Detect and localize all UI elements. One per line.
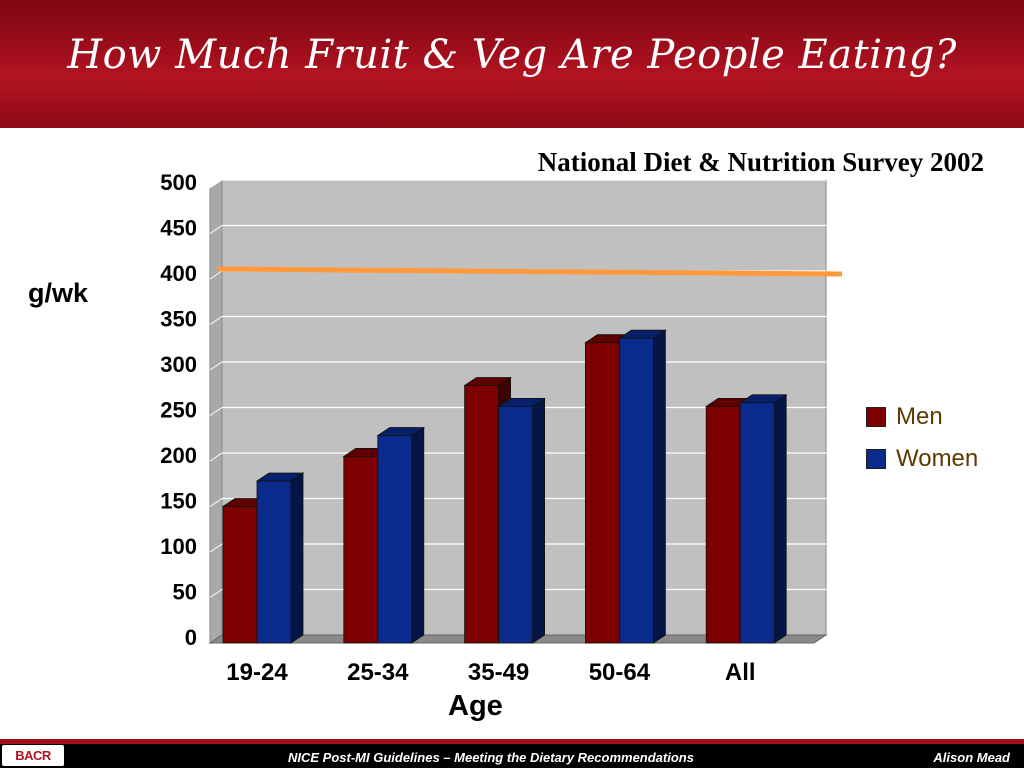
legend-label-women: Women — [896, 445, 979, 472]
bar-men-19-24 — [222, 506, 258, 644]
bacr-logo: BACR — [2, 745, 64, 766]
gridline-side — [209, 270, 223, 280]
y-tick-label: 400 — [160, 261, 197, 286]
footer-author: Alison Mead — [933, 750, 1010, 765]
legend-swatch-men — [866, 407, 886, 427]
chart-title: National Diet & Nutrition Survey 2002 — [537, 147, 984, 177]
bar-women-19-24 — [256, 480, 292, 644]
footer-divider — [0, 739, 1024, 744]
bar-women-35-49-side — [532, 397, 545, 644]
slide-footer: NICE Post-MI Guidelines – Meeting the Di… — [0, 744, 1024, 768]
chart-legend: Men Women — [866, 396, 978, 480]
slide-header: How Much Fruit & Veg Are People Eating? — [0, 0, 1024, 128]
y-tick-label: 450 — [160, 216, 197, 241]
y-axis-label: g/wk — [28, 278, 89, 308]
slide-title: How Much Fruit & Veg Are People Eating? — [67, 32, 957, 78]
x-axis-label: Age — [448, 690, 503, 722]
bar-men-all — [705, 405, 741, 644]
footer-text: NICE Post-MI Guidelines – Meeting the Di… — [288, 750, 694, 765]
bar-chart: 0 50 100 150 200 250 300 350 400 450 500 19-24 25-34… — [160, 170, 843, 686]
gridline-side — [209, 543, 223, 553]
bar-men-25-34 — [343, 456, 379, 644]
bar-women-50-64 — [619, 337, 654, 644]
target-line — [217, 266, 843, 277]
x-tick-label: 35-49 — [468, 659, 529, 686]
y-tick-label: 500 — [160, 170, 197, 195]
x-tick-label: 25-34 — [347, 659, 409, 686]
x-tick-label: All — [725, 659, 756, 686]
gridline-side — [209, 225, 223, 234]
y-tick-label: 150 — [160, 489, 197, 514]
bar-women-35-49 — [498, 405, 534, 644]
bar-women-25-34-side — [411, 426, 425, 644]
legend-item-women: Women — [866, 438, 978, 480]
y-tick-label: 250 — [160, 398, 197, 423]
y-tick-label: 300 — [160, 352, 197, 377]
bar-men-50-64 — [585, 342, 620, 644]
bar-women-all — [739, 402, 775, 644]
bar-women-all-side — [773, 394, 787, 644]
x-tick-label: 19-24 — [226, 659, 288, 686]
bar-women-25-34 — [377, 435, 413, 644]
y-tick-label: 50 — [173, 580, 197, 605]
y-tick-label: 0 — [185, 625, 197, 650]
gridline-side — [209, 452, 223, 462]
gridline-side — [209, 361, 223, 371]
y-tick-label: 350 — [160, 307, 197, 332]
bar-men-35-49 — [464, 385, 500, 644]
legend-item-men: Men — [866, 396, 978, 438]
y-tick-label: 100 — [160, 534, 197, 559]
legend-swatch-women — [866, 449, 886, 469]
gridline-side — [209, 179, 223, 189]
bar-women-19-24-side — [290, 472, 304, 644]
gridline-side — [209, 316, 223, 325]
bar-women-50-64-side — [653, 329, 666, 644]
y-tick-label: 200 — [160, 443, 197, 468]
gridline-side — [209, 407, 223, 416]
gridline-side — [209, 498, 223, 507]
legend-label-men: Men — [896, 403, 943, 430]
gridline-side — [209, 589, 223, 598]
x-tick-label: 50-64 — [589, 659, 651, 686]
